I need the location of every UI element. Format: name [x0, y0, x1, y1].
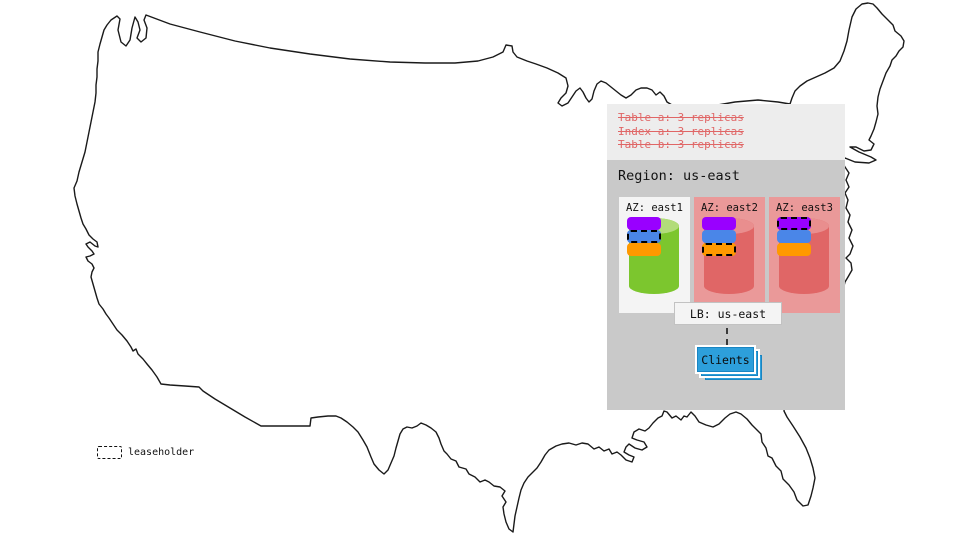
leaseholder-legend-label: leaseholder — [128, 447, 195, 458]
replica-bar-table-b — [777, 243, 811, 256]
policy-line-table-b: Table b: 3 replicas — [618, 138, 744, 151]
policy-panel: Table a: 3 replicas Index a: 3 replicas … — [607, 104, 845, 160]
replica-bar-table-a-leaseholder — [777, 217, 811, 230]
az-box-east1: AZ: east1 — [619, 197, 690, 313]
region-title: Region: us-east — [618, 168, 740, 184]
az-label-east3: AZ: east3 — [776, 202, 833, 214]
clients-box: Clients — [695, 345, 756, 374]
replica-bar-index-a — [702, 230, 736, 243]
az-label-east1: AZ: east1 — [626, 202, 683, 214]
leaseholder-legend: leaseholder — [97, 446, 194, 459]
policy-line-table-a: Table a: 3 replicas — [618, 111, 744, 124]
replica-bar-table-a — [702, 217, 736, 230]
replica-bar-table-b — [627, 243, 661, 256]
replica-bars — [702, 217, 736, 256]
replica-bar-index-a-leaseholder — [627, 230, 661, 243]
replica-bars — [627, 217, 661, 256]
replica-bar-table-b-leaseholder — [702, 243, 736, 256]
leaseholder-dashed-swatch-icon — [97, 446, 122, 459]
az-box-east3: AZ: east3 — [769, 197, 840, 313]
load-balancer-box: LB: us-east — [674, 302, 782, 325]
clients-label: Clients — [701, 352, 750, 367]
az-row: AZ: east1 AZ: east2 — [619, 197, 840, 313]
replica-bar-index-a — [777, 230, 811, 243]
az-label-east2: AZ: east2 — [701, 202, 758, 214]
policy-line-index-a: Index a: 3 replicas — [618, 124, 744, 138]
lb-clients-connector-line — [726, 328, 728, 345]
az-box-east2: AZ: east2 — [694, 197, 765, 313]
replica-bar-table-a — [627, 217, 661, 230]
replica-bars — [777, 217, 811, 256]
load-balancer-label: LB: us-east — [689, 306, 767, 321]
clients-stack: Clients — [695, 345, 763, 381]
